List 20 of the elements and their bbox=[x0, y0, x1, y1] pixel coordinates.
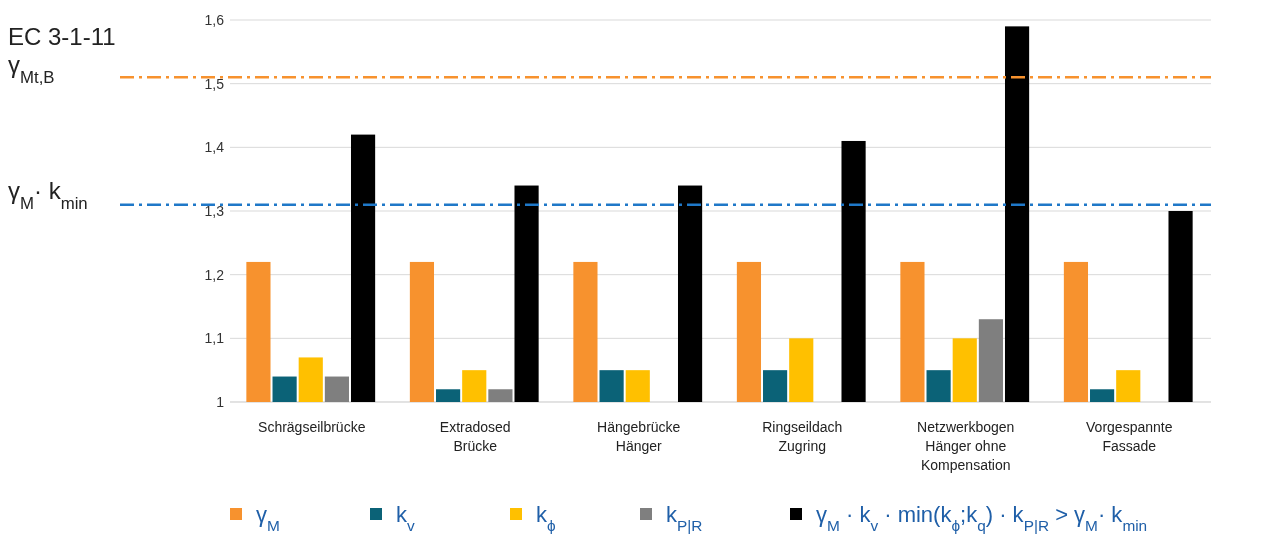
y-tick-label: 1,1 bbox=[204, 330, 225, 347]
x-tick-label: Extradosed Brücke bbox=[439, 419, 511, 454]
legend-label: k$_{P|R}$ bbox=[666, 502, 703, 534]
legend-label: k$_{ϕ}$ bbox=[536, 502, 556, 534]
legend-label: γ$_{M}$ bbox=[256, 502, 280, 534]
y-tick-label: 1,4 bbox=[204, 139, 225, 156]
y-tick-label: 1,3 bbox=[204, 202, 225, 219]
y-tick-label: 1,2 bbox=[204, 266, 225, 283]
ref-line-label: EC 3-1-11 γ$_{Mt,B}$ bbox=[8, 23, 116, 87]
x-tick-label: Ringseildach Zugring bbox=[762, 419, 843, 454]
y-tick-label: 1,5 bbox=[204, 75, 225, 92]
x-tick-label: Hängebrücke Hänger bbox=[597, 419, 681, 454]
x-tick-label: Netzwerkbogen Hänger ohne Kompensation bbox=[917, 419, 1015, 473]
x-tick-label: Vorgespannte Fassade bbox=[1086, 419, 1173, 454]
text: γ$_{M}$ · k$_{v}$ · min(k$_{ϕ}$;k$_{q}$) · k$_{P|R}$ > γ$_{M}$· k$_{min}$ bbox=[816, 502, 1148, 534]
x-tick-label: Schrägseilbrücke bbox=[258, 419, 366, 435]
ref-line-label: γ$_{M}$· k$_{min}$ bbox=[8, 176, 88, 213]
y-tick-label: 1,6 bbox=[204, 11, 225, 28]
y-tick-label: 1 bbox=[216, 393, 225, 410]
legend-label: k$_{v}$ bbox=[396, 502, 415, 534]
